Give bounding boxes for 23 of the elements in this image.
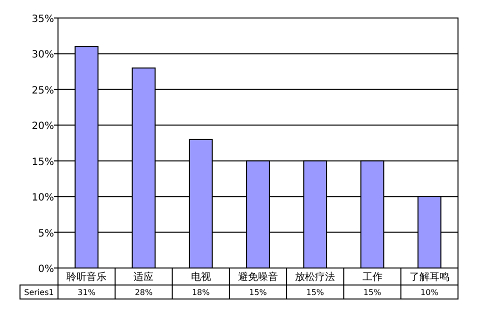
y-tick-label: 35% — [32, 14, 54, 25]
x-tick-label: 工作 — [362, 272, 382, 283]
y-tick-label: 0% — [38, 264, 54, 275]
x-tick-label: 聆听音乐 — [66, 271, 107, 283]
text: Series1 — [24, 288, 54, 297]
x-tick-label: 电视 — [190, 271, 211, 283]
data-label: 18% — [192, 288, 210, 297]
y-tick-label: 10% — [32, 192, 54, 204]
x-tick-label: 放松疗法 — [295, 271, 336, 283]
data-label: 15% — [363, 288, 382, 297]
data-label: 15% — [306, 288, 324, 297]
y-tick-label: 25% — [32, 85, 54, 96]
data-label: 10% — [420, 288, 439, 297]
x-tick-label: 避免噪音 — [238, 271, 278, 283]
y-tick-label: 30% — [32, 50, 54, 61]
y-tick-label: 20% — [32, 121, 54, 132]
x-tick-label: 了解耳鸣 — [409, 272, 450, 283]
data-label: 31% — [78, 288, 96, 297]
data-label: 15% — [249, 288, 268, 297]
y-tick-label: 5% — [38, 228, 54, 240]
y-tick-label: 15% — [32, 156, 54, 168]
x-tick-label: 适应 — [134, 271, 154, 283]
data-label: 28% — [134, 288, 154, 297]
